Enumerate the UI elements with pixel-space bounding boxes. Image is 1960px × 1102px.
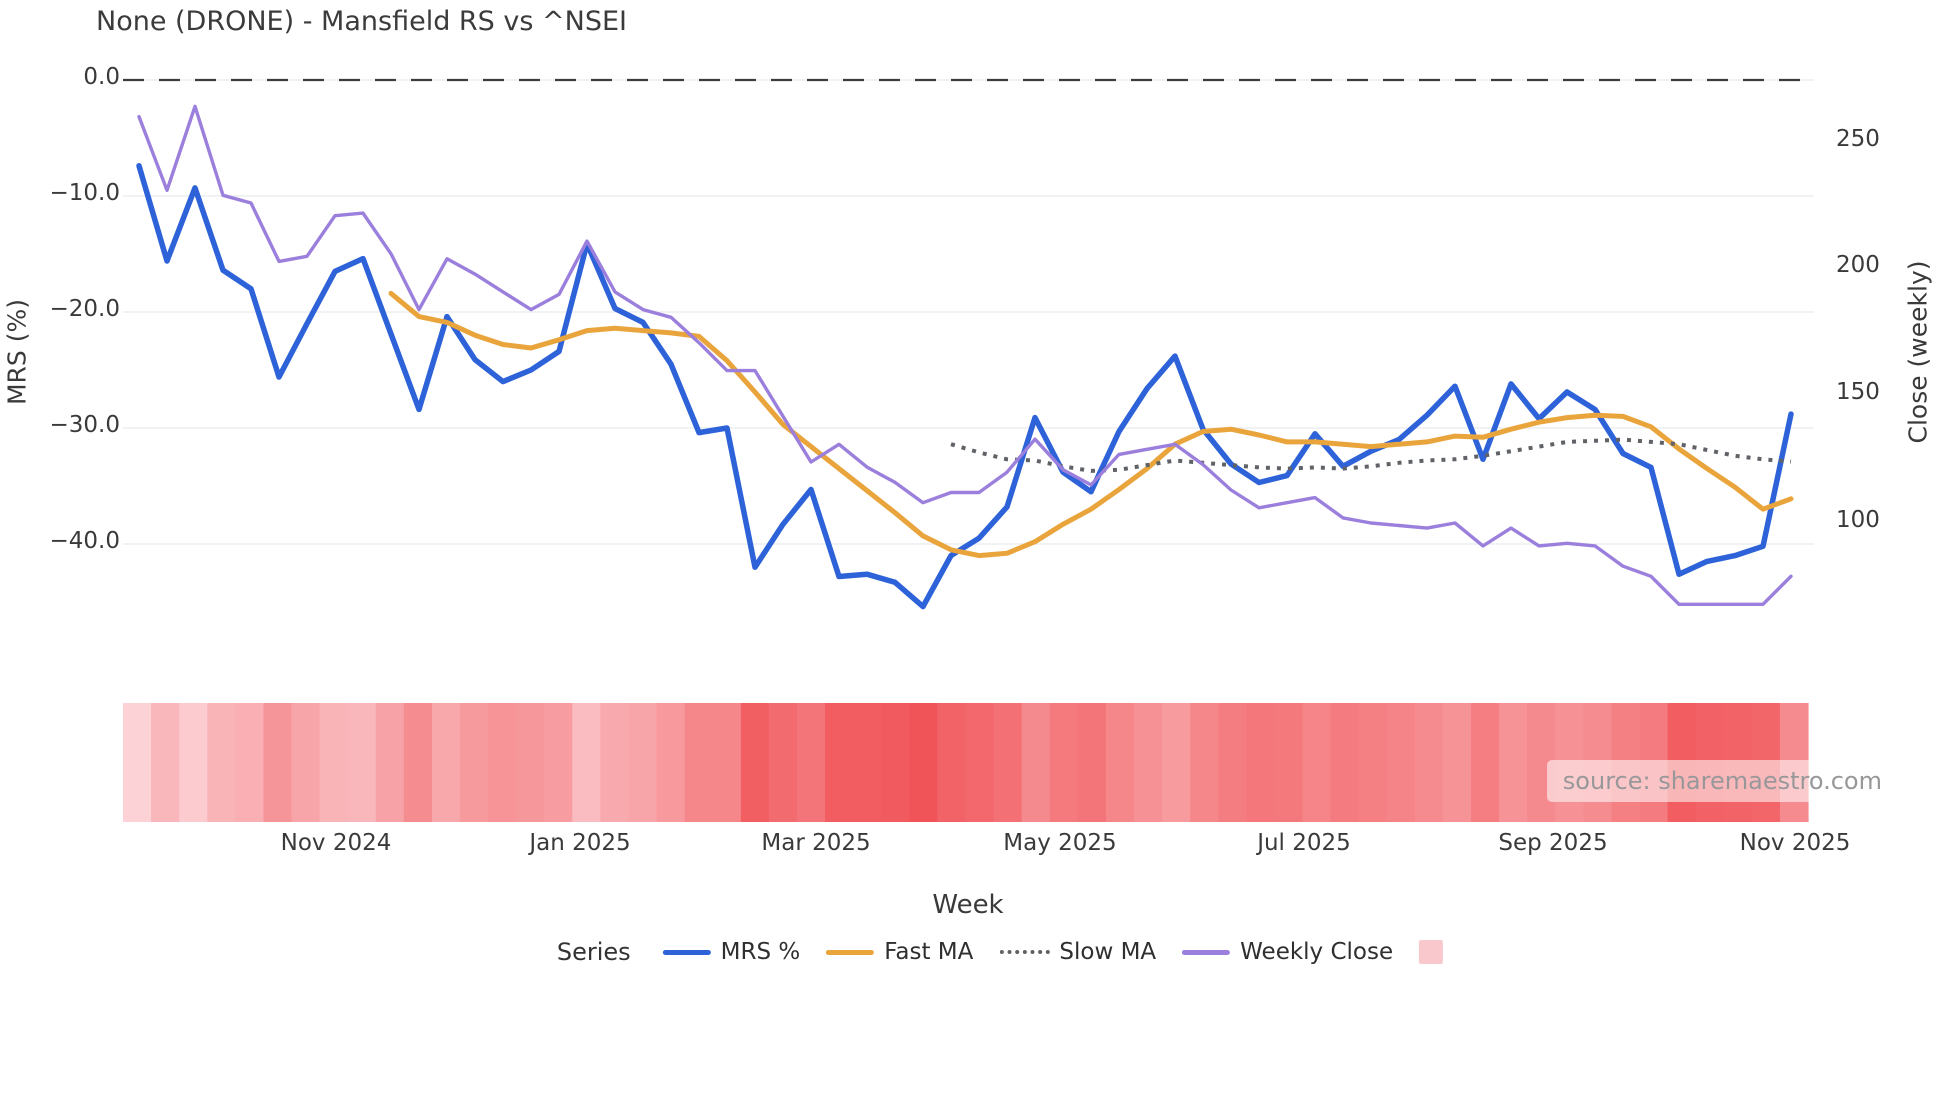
heatmap-cell [516,703,545,822]
heatmap-cell [1471,703,1500,822]
y-right-tick-200: 200 [1836,252,1880,278]
heatmap-cell [797,703,826,822]
legend-item-mrs[interactable]: MRS % [662,939,801,965]
x-tick-sep-2025: Sep 2025 [1498,830,1608,856]
heatmap-cell [1246,703,1276,822]
x-tick-nov-2025: Nov 2025 [1739,830,1851,856]
heatmap-cell [1162,703,1191,822]
y-right-tick-100: 100 [1836,507,1880,533]
heatmap-cell [403,703,433,822]
mrs-line-icon [662,949,711,955]
fast-ma-line [388,290,1794,559]
heatmap-cell [1302,703,1332,822]
heatmap-cell [1190,703,1219,822]
legend-item-heatmap[interactable] [1419,940,1444,964]
weekly-close-line [137,104,1793,606]
mrs--line [136,163,1794,610]
heatmap-cell [347,703,377,822]
heatmap-cell [179,703,208,822]
legend-item-slow-ma[interactable]: Slow MA [999,939,1156,965]
weekly-close-line-icon [1182,949,1231,955]
heatmap-cell [1358,703,1388,822]
heatmap-cell [881,703,910,822]
heatmap-cell [1386,703,1416,822]
heatmap-cell [1330,703,1360,822]
heatmap-cell [600,703,630,822]
heatmap-cell [572,703,602,822]
heatmap-cell [460,703,489,822]
heatmap-cell [1105,703,1135,822]
y-right-tick-150: 150 [1836,379,1880,405]
x-tick-jul-2025: Jul 2025 [1257,830,1351,856]
heatmap-cell [291,703,321,822]
heatmap-cell [740,703,770,822]
x-axis-title: Week [932,890,1004,920]
y-left-tick-10: −10.0 [49,180,120,206]
y-left-axis-title: MRS (%) [2,298,32,406]
heatmap-cell [909,703,939,822]
heatmap-cell [1274,703,1304,822]
heatmap-cell [207,703,236,822]
legend-label-mrs: MRS % [720,939,801,965]
y-right-tick-250: 250 [1836,126,1880,152]
heatmap-cell [684,703,714,822]
slow-ma-line [950,437,1792,473]
legend-title: Series [556,938,631,966]
heatmap-cell [1134,703,1163,822]
heatmap-cell [123,703,152,822]
legend-item-weekly-close[interactable]: Weekly Close [1182,939,1393,965]
heatmap-cell [1021,703,1051,822]
heatmap-cell [656,703,686,822]
heatmap-cell [712,703,742,822]
legend-item-fast-ma[interactable]: Fast MA [826,939,973,965]
heatmap-cell [993,703,1023,822]
y-left-tick-30: −30.0 [49,412,120,438]
heatmap-cell [1077,703,1107,822]
heatmap-cell [1218,703,1247,822]
heatmap-cell [375,703,405,822]
x-tick-mar-2025: Mar 2025 [761,830,871,856]
legend-label-slow-ma: Slow MA [1059,939,1157,965]
heatmap-cell [544,703,573,822]
y-left-tick-0: 0.0 [83,64,120,90]
fast-ma-line-icon [826,949,875,955]
source-label: source: sharemaestro.com [1546,760,1898,802]
y-left-tick-20: −20.0 [49,296,120,322]
heatmap-cell [1442,703,1472,822]
legend: Series MRS % Fast MA Slow MA Weekly Clos… [556,938,1444,966]
heatmap-cell [628,703,658,822]
x-tick-nov-2024: Nov 2024 [280,830,392,856]
heatmap-cell [319,703,349,822]
chart-title: None (DRONE) - Mansfield RS vs ^NSEI [96,6,628,37]
heatmap-cell [937,703,967,822]
heatmap-cell [488,703,517,822]
heatmap-cell [431,703,461,822]
heatmap-cell [825,703,854,822]
x-tick-jan-2025: Jan 2025 [529,830,631,856]
x-tick-may-2025: May 2025 [1003,830,1117,856]
heatmap-swatch-icon [1419,940,1444,964]
heatmap-cell [768,703,798,822]
heatmap-cell [235,703,265,822]
heatmap-cell [965,703,995,822]
heatmap-cell [1414,703,1444,822]
y-right-axis-title: Close (weekly) [1903,260,1933,444]
heatmap-cell [263,703,293,822]
legend-label-weekly-close: Weekly Close [1240,939,1394,965]
heatmap-cell [151,703,180,822]
heatmap-cell [853,703,882,822]
legend-label-fast-ma: Fast MA [884,939,974,965]
y-left-tick-40: −40.0 [49,528,120,554]
heatmap-cell [1499,703,1528,822]
heatmap-cell [1049,703,1079,822]
slow-ma-dotted-line-icon [999,950,1050,954]
